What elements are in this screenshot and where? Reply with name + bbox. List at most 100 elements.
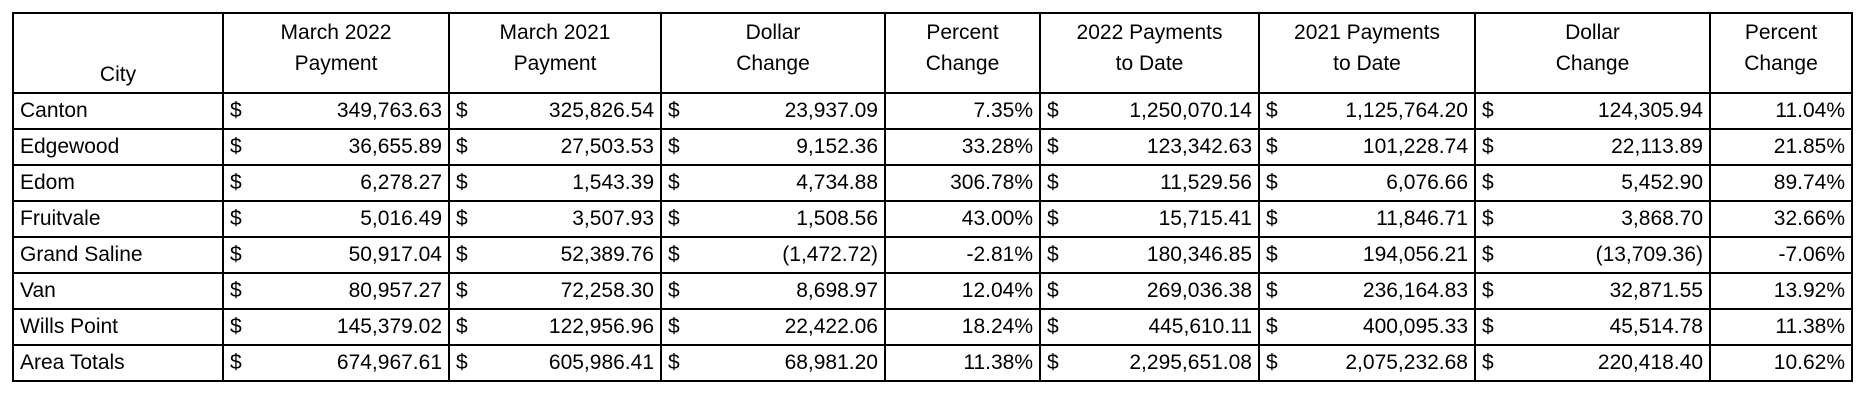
- value-cell: $3,868.70: [1474, 200, 1711, 238]
- amount: 2,295,651.08: [1129, 351, 1252, 374]
- money-cell: $22,422.06: [668, 311, 878, 343]
- currency-symbol: $: [230, 207, 242, 230]
- table-row: Area Totals $674,967.61 $605,986.41 $68,981…: [12, 344, 1853, 382]
- value-cell: $1,543.39: [448, 164, 662, 202]
- amount: 325,826.54: [548, 99, 654, 122]
- currency-symbol: $: [230, 243, 242, 266]
- amount: 72,258.30: [560, 279, 654, 302]
- currency-symbol: $: [1047, 135, 1059, 158]
- percent: 33.28%: [961, 135, 1033, 158]
- money-cell: $ (13,709.36): [1482, 239, 1703, 271]
- header-text: 2021 Payments: [1294, 21, 1440, 44]
- table-row: Edgewood $36,655.89 $27,503.53 $9,152.36 33.…: [12, 128, 1853, 166]
- currency-symbol: $: [456, 279, 468, 302]
- value-cell: 21.85%: [1709, 128, 1853, 166]
- amount: 27,503.53: [560, 135, 654, 158]
- currency-symbol: $: [456, 135, 468, 158]
- value-cell: 11.38%: [1709, 308, 1853, 346]
- currency-symbol: $: [1266, 99, 1278, 122]
- amount: 145,379.02: [336, 315, 442, 338]
- money-cell: $1,250,070.14: [1047, 95, 1252, 127]
- amount: 124,305.94: [1597, 99, 1703, 122]
- money-cell: $1,125,764.20: [1266, 95, 1468, 127]
- currency-symbol: $: [1047, 207, 1059, 230]
- percent: 18.24%: [961, 315, 1033, 338]
- value-cell: $6,076.66: [1258, 164, 1476, 202]
- currency-symbol: $: [1482, 171, 1494, 194]
- amount: 101,228.74: [1362, 135, 1468, 158]
- money-cell: $325,826.54: [456, 95, 654, 127]
- money-cell: $5,452.90: [1482, 167, 1703, 199]
- currency-symbol: $: [1047, 171, 1059, 194]
- value-cell: $194,056.21: [1258, 236, 1476, 274]
- amount: 236,164.83: [1362, 279, 1468, 302]
- money-cell: $605,986.41: [456, 347, 654, 379]
- value-cell: 12.04%: [884, 272, 1041, 310]
- value-cell: -7.06%: [1709, 236, 1853, 274]
- header-text: Dollar: [1565, 21, 1620, 44]
- currency-symbol: $: [668, 351, 680, 374]
- money-cell: $2,075,232.68: [1266, 347, 1468, 379]
- currency-symbol: $: [1266, 243, 1278, 266]
- header-cell: Dollar Change: [660, 12, 886, 94]
- city-cell: Fruitvale: [12, 200, 224, 238]
- value-cell: $ (13,709.36): [1474, 236, 1711, 274]
- currency-symbol: $: [1047, 315, 1059, 338]
- header-cell: March 2022 Payment: [222, 12, 450, 94]
- amount: 6,076.66: [1386, 171, 1468, 194]
- table-row: Canton $349,763.63 $325,826.54 $23,937.09 7.…: [12, 92, 1853, 130]
- currency-symbol: $: [230, 351, 242, 374]
- money-cell: $145,379.02: [230, 311, 442, 343]
- currency-symbol: $: [668, 279, 680, 302]
- amount: 11,846.71: [1376, 207, 1468, 230]
- currency-symbol: $: [1482, 243, 1494, 266]
- money-cell: $ (1,472.72): [668, 239, 878, 271]
- table-row: Edom $6,278.27 $1,543.39 $4,734.88 306.78% $1…: [12, 164, 1853, 202]
- currency-symbol: $: [1266, 351, 1278, 374]
- value-cell: $11,846.71: [1258, 200, 1476, 238]
- header-text: March 2022: [280, 21, 392, 44]
- amount: 9,152.36: [796, 135, 878, 158]
- header-cell: March 2021 Payment: [448, 12, 662, 94]
- currency-symbol: $: [230, 315, 242, 338]
- percent: 13.92%: [1773, 279, 1845, 302]
- currency-symbol: $: [1266, 207, 1278, 230]
- header-text: Change: [736, 52, 810, 75]
- amount: 50,917.04: [348, 243, 442, 266]
- value-cell: $52,389.76: [448, 236, 662, 274]
- money-cell: $23,937.09: [668, 95, 878, 127]
- money-cell: $180,346.85: [1047, 239, 1252, 271]
- value-cell: $123,342.63: [1039, 128, 1260, 166]
- value-cell: $5,452.90: [1474, 164, 1711, 202]
- city-name: Edom: [20, 171, 75, 194]
- amount: 3,507.93: [572, 207, 654, 230]
- header-text: Change: [1555, 52, 1630, 75]
- money-cell: $1,508.56: [668, 203, 878, 235]
- money-cell: $445,610.11: [1047, 311, 1252, 343]
- city-name: Edgewood: [20, 135, 120, 158]
- value-cell: $23,937.09: [660, 92, 886, 130]
- amount: 122,956.96: [548, 315, 654, 338]
- amount: 4,734.88: [796, 171, 878, 194]
- value-cell: 7.35%: [884, 92, 1041, 130]
- percent: 306.78%: [950, 171, 1033, 194]
- city-name: Van: [20, 279, 56, 302]
- currency-symbol: $: [456, 243, 468, 266]
- amount: (13,709.36): [1595, 243, 1703, 266]
- money-cell: $400,095.33: [1266, 311, 1468, 343]
- amount: (1,472.72): [782, 243, 878, 266]
- value-cell: $605,986.41: [448, 344, 662, 382]
- value-cell: $400,095.33: [1258, 308, 1476, 346]
- value-cell: $5,016.49: [222, 200, 450, 238]
- city-cell: Wills Point: [12, 308, 224, 346]
- amount: 32,871.55: [1609, 279, 1703, 302]
- value-cell: 33.28%: [884, 128, 1041, 166]
- amount: 5,452.90: [1621, 171, 1703, 194]
- value-cell: $180,346.85: [1039, 236, 1260, 274]
- value-cell: $45,514.78: [1474, 308, 1711, 346]
- money-cell: $124,305.94: [1482, 95, 1703, 127]
- amount: 349,763.63: [336, 99, 442, 122]
- value-cell: $22,422.06: [660, 308, 886, 346]
- currency-symbol: $: [1482, 315, 1494, 338]
- currency-symbol: $: [1482, 279, 1494, 302]
